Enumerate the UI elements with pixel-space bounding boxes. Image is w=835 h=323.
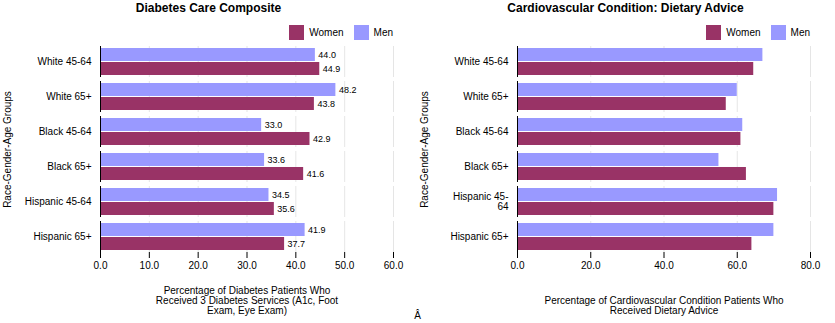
- svg-text:Black 65+: Black 65+: [47, 161, 91, 172]
- svg-text:Hispanic 45-64: Hispanic 45-64: [25, 196, 92, 207]
- svg-text:30.0: 30.0: [237, 260, 257, 271]
- svg-text:37.7: 37.7: [288, 239, 306, 249]
- svg-text:60.0: 60.0: [728, 260, 748, 271]
- html-text:Diabetes Care Composite: Diabetes Care Composite: [135, 1, 282, 15]
- svg-text:41.6: 41.6: [307, 169, 325, 179]
- svg-text:Race-Gender-Age Groups: Race-Gender-Age Groups: [419, 91, 430, 208]
- svg-text:43.8: 43.8: [317, 99, 335, 109]
- svg-text:20.0: 20.0: [188, 260, 208, 271]
- svg-text:Percentage of Cardiovascular C: Percentage of Cardiovascular Condition P…: [544, 295, 783, 316]
- svg-text:34.5: 34.5: [272, 190, 290, 200]
- svg-text:50.0: 50.0: [335, 260, 355, 271]
- svg-text:Black 65+: Black 65+: [464, 161, 508, 172]
- html-text:Â: Â: [414, 310, 421, 321]
- svg-text:Race-Gender-Age Groups: Race-Gender-Age Groups: [2, 91, 13, 208]
- svg-text:40.0: 40.0: [654, 260, 674, 271]
- svg-text:44.9: 44.9: [323, 64, 341, 74]
- svg-text:White 65+: White 65+: [46, 91, 91, 102]
- svg-text:48.2: 48.2: [339, 85, 357, 95]
- svg-text:Hispanic 65+: Hispanic 65+: [450, 231, 508, 242]
- svg-text:Percentage of Diabetes Patient: Percentage of Diabetes Patients WhoRecei…: [156, 285, 339, 316]
- html-text:Women: Women: [726, 27, 761, 38]
- svg-text:33.6: 33.6: [268, 155, 286, 165]
- svg-text:44.0: 44.0: [318, 50, 336, 60]
- svg-text:40.0: 40.0: [286, 260, 306, 271]
- svg-text:Hispanic 45-64: Hispanic 45-64: [453, 191, 509, 212]
- svg-text:42.9: 42.9: [313, 134, 331, 144]
- svg-text:White 65+: White 65+: [463, 91, 508, 102]
- svg-text:Hispanic 65+: Hispanic 65+: [33, 231, 91, 242]
- svg-text:White 45-64: White 45-64: [38, 56, 92, 67]
- svg-text:35.6: 35.6: [277, 204, 295, 214]
- svg-text:10.0: 10.0: [140, 260, 160, 271]
- svg-text:White 45-64: White 45-64: [455, 56, 509, 67]
- svg-text:0.0: 0.0: [511, 260, 525, 271]
- html-text:Men: Men: [373, 27, 393, 38]
- html-text:Men: Men: [790, 27, 810, 38]
- html-text:Women: Women: [309, 27, 344, 38]
- svg-text:Black 45-64: Black 45-64: [39, 126, 92, 137]
- svg-text:Black 45-64: Black 45-64: [456, 126, 509, 137]
- svg-text:0.0: 0.0: [94, 260, 108, 271]
- svg-text:41.9: 41.9: [308, 225, 326, 235]
- svg-text:33.0: 33.0: [265, 120, 283, 130]
- svg-text:80.0: 80.0: [801, 260, 821, 271]
- svg-text:20.0: 20.0: [581, 260, 601, 271]
- svg-text:60.0: 60.0: [384, 260, 404, 271]
- html-text:Cardiovascular Condition: Diet: Cardiovascular Condition: Dietary Advice: [507, 1, 744, 15]
